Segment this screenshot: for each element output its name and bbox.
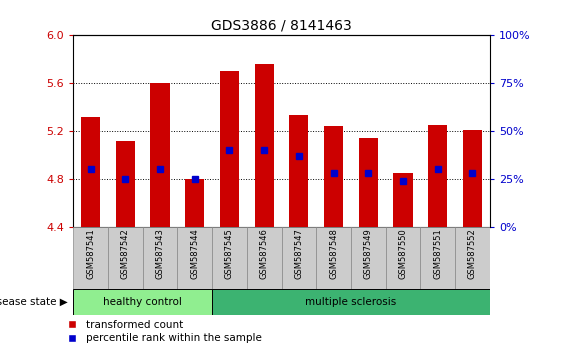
Text: GSM587551: GSM587551 [434,228,442,279]
Text: disease state ▶: disease state ▶ [0,297,68,307]
Text: healthy control: healthy control [103,297,182,307]
Bar [116,141,135,227]
Text: GSM587544: GSM587544 [190,228,199,279]
FancyBboxPatch shape [177,227,212,289]
FancyBboxPatch shape [212,289,490,315]
FancyBboxPatch shape [351,227,386,289]
FancyBboxPatch shape [386,227,421,289]
Text: GSM587546: GSM587546 [260,228,269,279]
Title: GDS3886 / 8141463: GDS3886 / 8141463 [211,19,352,33]
Legend: transformed count, percentile rank within the sample: transformed count, percentile rank withi… [67,320,262,343]
Bar [254,64,274,227]
Text: GSM587548: GSM587548 [329,228,338,279]
Text: GSM587541: GSM587541 [86,228,95,279]
Bar [394,173,413,227]
Bar [463,130,482,227]
Bar [220,71,239,227]
FancyBboxPatch shape [455,227,490,289]
FancyBboxPatch shape [73,227,108,289]
Text: GSM587550: GSM587550 [399,228,408,279]
Text: GSM587549: GSM587549 [364,228,373,279]
FancyBboxPatch shape [421,227,455,289]
Text: GSM587552: GSM587552 [468,228,477,279]
Bar [324,126,343,227]
Text: GSM587547: GSM587547 [294,228,303,279]
FancyBboxPatch shape [142,227,177,289]
Text: GSM587542: GSM587542 [121,228,129,279]
FancyBboxPatch shape [316,227,351,289]
Bar [150,83,169,227]
FancyBboxPatch shape [73,289,212,315]
Bar [359,138,378,227]
Text: GSM587545: GSM587545 [225,228,234,279]
FancyBboxPatch shape [247,227,282,289]
FancyBboxPatch shape [108,227,142,289]
Text: multiple sclerosis: multiple sclerosis [305,297,396,307]
Bar [81,117,100,227]
Bar [289,115,309,227]
Bar [185,179,204,227]
Text: GSM587543: GSM587543 [155,228,164,279]
FancyBboxPatch shape [282,227,316,289]
Bar [428,125,447,227]
FancyBboxPatch shape [212,227,247,289]
